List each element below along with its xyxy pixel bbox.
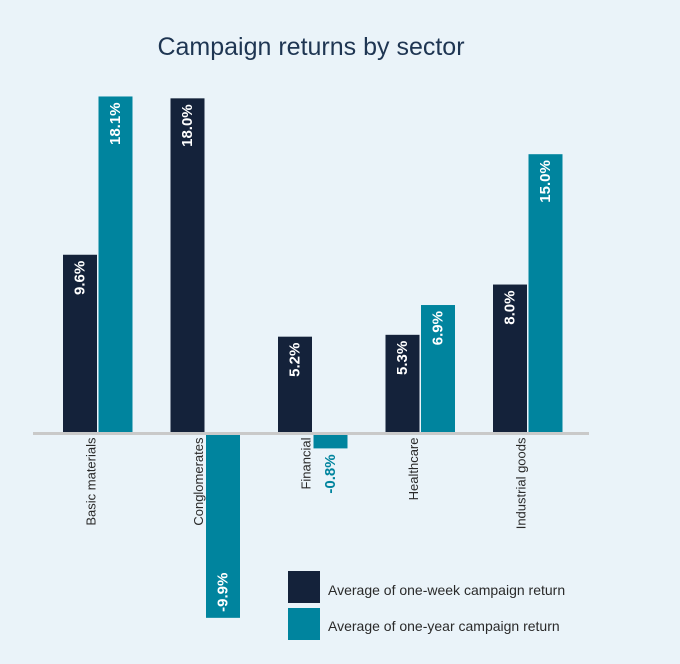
- category-label-industrial-goods: Industrial goods: [514, 437, 529, 529]
- data-label-one-year-financial: -0.8%: [322, 454, 339, 493]
- bar-one-year-conglomerates: [206, 433, 240, 618]
- data-label-one-week-financial: 5.2%: [287, 343, 304, 377]
- bar-one-year-healthcare: [421, 305, 455, 434]
- legend-label-one-year: Average of one-year campaign return: [328, 618, 560, 634]
- data-label-one-year-industrial-goods: 15.0%: [537, 160, 554, 203]
- data-label-one-week-healthcare: 5.3%: [394, 341, 411, 375]
- data-label-one-week-industrial-goods: 8.0%: [502, 291, 519, 325]
- data-label-one-week-basic-materials: 9.6%: [72, 261, 89, 295]
- legend-swatch-one-year: [288, 608, 320, 640]
- category-label-healthcare: Healthcare: [406, 438, 421, 501]
- bar-one-week-financial: [278, 336, 312, 434]
- bar-one-year-industrial-goods: [528, 154, 563, 434]
- category-label-financial: Financial: [299, 437, 314, 489]
- legend-swatch-one-week: [288, 571, 320, 603]
- labels-layer: 9.6% 18.1% Basic materials 18.0% -9.9% Conglo…: [72, 102, 555, 611]
- bar-one-year-basic-materials: [98, 96, 133, 434]
- legend: Average of one-week campaign return Aver…: [288, 571, 565, 640]
- bar-one-year-financial: [313, 433, 348, 449]
- data-label-one-week-conglomerates: 18.0%: [179, 104, 196, 147]
- legend-label-one-week: Average of one-week campaign return: [328, 582, 565, 598]
- category-label-basic-materials: Basic materials: [84, 437, 99, 526]
- category-label-conglomerates: Conglomerates: [191, 437, 206, 526]
- data-label-one-year-conglomerates: -9.9%: [215, 573, 232, 612]
- data-label-one-year-basic-materials: 18.1%: [107, 102, 124, 145]
- bar-one-week-basic-materials: [63, 254, 97, 434]
- bars-layer: [63, 96, 563, 618]
- data-label-one-year-healthcare: 6.9%: [430, 311, 447, 345]
- chart-title: Campaign returns by sector: [157, 33, 464, 61]
- bar-one-week-conglomerates: [170, 98, 205, 434]
- bar-one-week-healthcare: [385, 334, 420, 434]
- bar-one-week-industrial-goods: [493, 284, 527, 434]
